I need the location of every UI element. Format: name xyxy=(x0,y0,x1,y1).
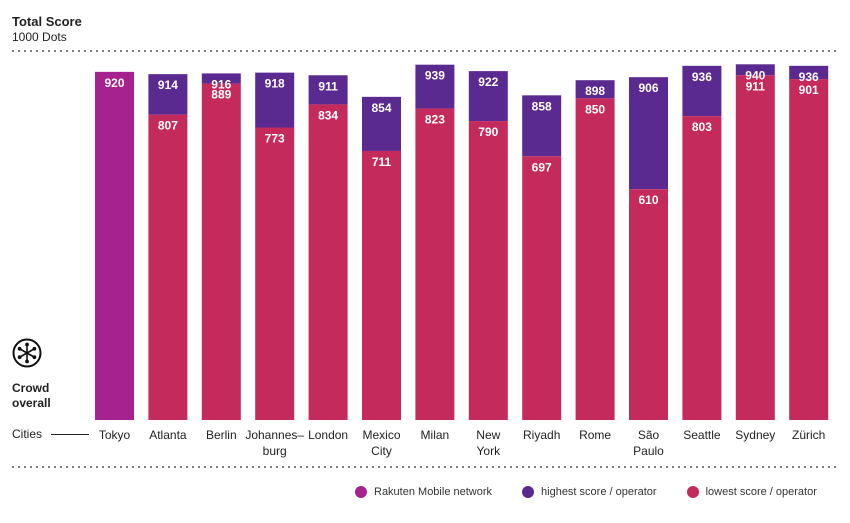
bar-lowest-1 xyxy=(148,114,188,421)
legend-item-2: lowest score / operator xyxy=(686,486,817,498)
bar-highest-9 xyxy=(575,80,615,99)
city-label-6: Milan xyxy=(421,428,450,442)
bar-highest-4 xyxy=(308,75,348,105)
bar-highest-12 xyxy=(735,64,775,76)
city-label-10-line2: Paulo xyxy=(633,444,664,458)
value-label-highest-10: 906 xyxy=(638,81,658,95)
value-label-lowest-1: 807 xyxy=(158,119,178,133)
bar-highest-10 xyxy=(629,77,668,190)
value-label-highest-4: 911 xyxy=(318,79,338,93)
bar-highest-1 xyxy=(148,74,188,115)
cities-axis-label: Cities xyxy=(12,427,90,441)
value-label-lowest-2: 889 xyxy=(211,88,231,102)
value-label-lowest-6: 823 xyxy=(425,113,445,127)
bar-lowest-11 xyxy=(682,116,722,420)
city-label-4: London xyxy=(308,428,348,442)
value-label-lowest-10: 610 xyxy=(638,193,658,207)
value-label-lowest-5: 711 xyxy=(372,155,392,169)
bar-highest-8 xyxy=(522,95,562,157)
bar-lowest-10 xyxy=(629,189,668,420)
city-label-8: Riyadh xyxy=(523,428,560,442)
legend-item-0: Rakuten Mobile network xyxy=(355,486,492,498)
cities-axis-line xyxy=(51,433,90,435)
value-label-lowest-9: 850 xyxy=(585,102,605,116)
city-label-5: Mexico xyxy=(362,428,400,442)
legend-item-1: highest score / operator xyxy=(522,486,657,498)
value-label-highest-7: 922 xyxy=(478,75,498,89)
city-label-10: São xyxy=(638,428,660,442)
value-label-lowest-11: 803 xyxy=(692,120,712,134)
bar-lowest-7 xyxy=(468,121,508,421)
city-label-13: Zürich xyxy=(792,428,825,442)
value-label-rakuten-0: 920 xyxy=(104,76,124,90)
value-label-highest-13: 936 xyxy=(799,70,819,84)
value-label-lowest-8: 697 xyxy=(532,160,552,174)
value-label-highest-12: 940 xyxy=(745,68,765,82)
value-label-lowest-3: 773 xyxy=(265,131,285,145)
legend-swatch-2 xyxy=(686,486,699,498)
city-label-5-line2: City xyxy=(371,444,392,458)
city-label-7: New xyxy=(476,428,500,442)
city-label-7-line2: York xyxy=(477,444,502,458)
value-label-highest-1: 914 xyxy=(158,78,178,92)
city-label-9: Rome xyxy=(579,428,611,442)
city-label-0: Tokyo xyxy=(99,428,131,442)
value-label-highest-6: 939 xyxy=(425,69,445,83)
value-label-lowest-12: 911 xyxy=(746,79,766,93)
value-label-lowest-13: 901 xyxy=(799,83,819,97)
value-label-highest-3: 918 xyxy=(265,77,285,91)
legend-label-2: lowest score / operator xyxy=(705,486,817,498)
chart-header: Total Score 1000 Dots xyxy=(12,14,82,45)
value-label-lowest-7: 790 xyxy=(478,125,498,139)
value-label-lowest-4: 834 xyxy=(318,108,338,122)
chart-legend: Rakuten Mobile network highest score / op… xyxy=(355,486,817,498)
legend-label-1: highest score / operator xyxy=(541,486,657,498)
value-label-highest-2: 916 xyxy=(211,77,231,91)
value-label-highest-11: 936 xyxy=(692,70,712,84)
bar-lowest-9 xyxy=(575,98,615,421)
city-label-2: Berlin xyxy=(206,428,237,442)
city-label-3-line2: burg xyxy=(263,444,287,458)
crowd-overall-badge: Crowd overall xyxy=(12,338,72,411)
bar-highest-2 xyxy=(201,73,241,84)
legend-label-0: Rakuten Mobile network xyxy=(374,486,493,498)
legend-swatch-1 xyxy=(522,486,535,498)
bar-lowest-5 xyxy=(362,150,401,421)
cities-label: Cities xyxy=(12,427,43,441)
city-label-1: Atlanta xyxy=(149,428,187,442)
bar-lowest-2 xyxy=(201,83,241,420)
bar-highest-13 xyxy=(789,65,829,80)
chart-subtitle: 1000 Dots xyxy=(12,30,67,44)
legend-swatch-0 xyxy=(355,486,367,498)
chart-title: Total Score xyxy=(12,14,82,29)
crowd-overall-label: Crowd overall xyxy=(12,381,51,410)
bar-highest-5 xyxy=(362,96,401,151)
city-label-12: Sydney xyxy=(735,428,775,442)
value-label-highest-8: 858 xyxy=(532,99,552,113)
bar-lowest-13 xyxy=(789,79,829,421)
bar-highest-3 xyxy=(255,72,295,128)
bar-highest-11 xyxy=(682,65,722,117)
bar-highest-6 xyxy=(415,64,455,109)
value-label-highest-5: 854 xyxy=(371,101,391,115)
bar-lowest-6 xyxy=(415,108,455,421)
bar-lowest-3 xyxy=(255,127,295,421)
city-label-11: Seattle xyxy=(683,428,721,442)
crowd-icon xyxy=(12,338,42,368)
bar-highest-7 xyxy=(468,71,508,122)
bar-lowest-4 xyxy=(308,104,348,420)
value-label-highest-9: 898 xyxy=(585,84,605,98)
city-label-3: Johannes– xyxy=(245,428,304,442)
bar-lowest-12 xyxy=(735,75,775,421)
bar-lowest-8 xyxy=(522,156,562,421)
bar-rakuten-0 xyxy=(95,71,134,420)
